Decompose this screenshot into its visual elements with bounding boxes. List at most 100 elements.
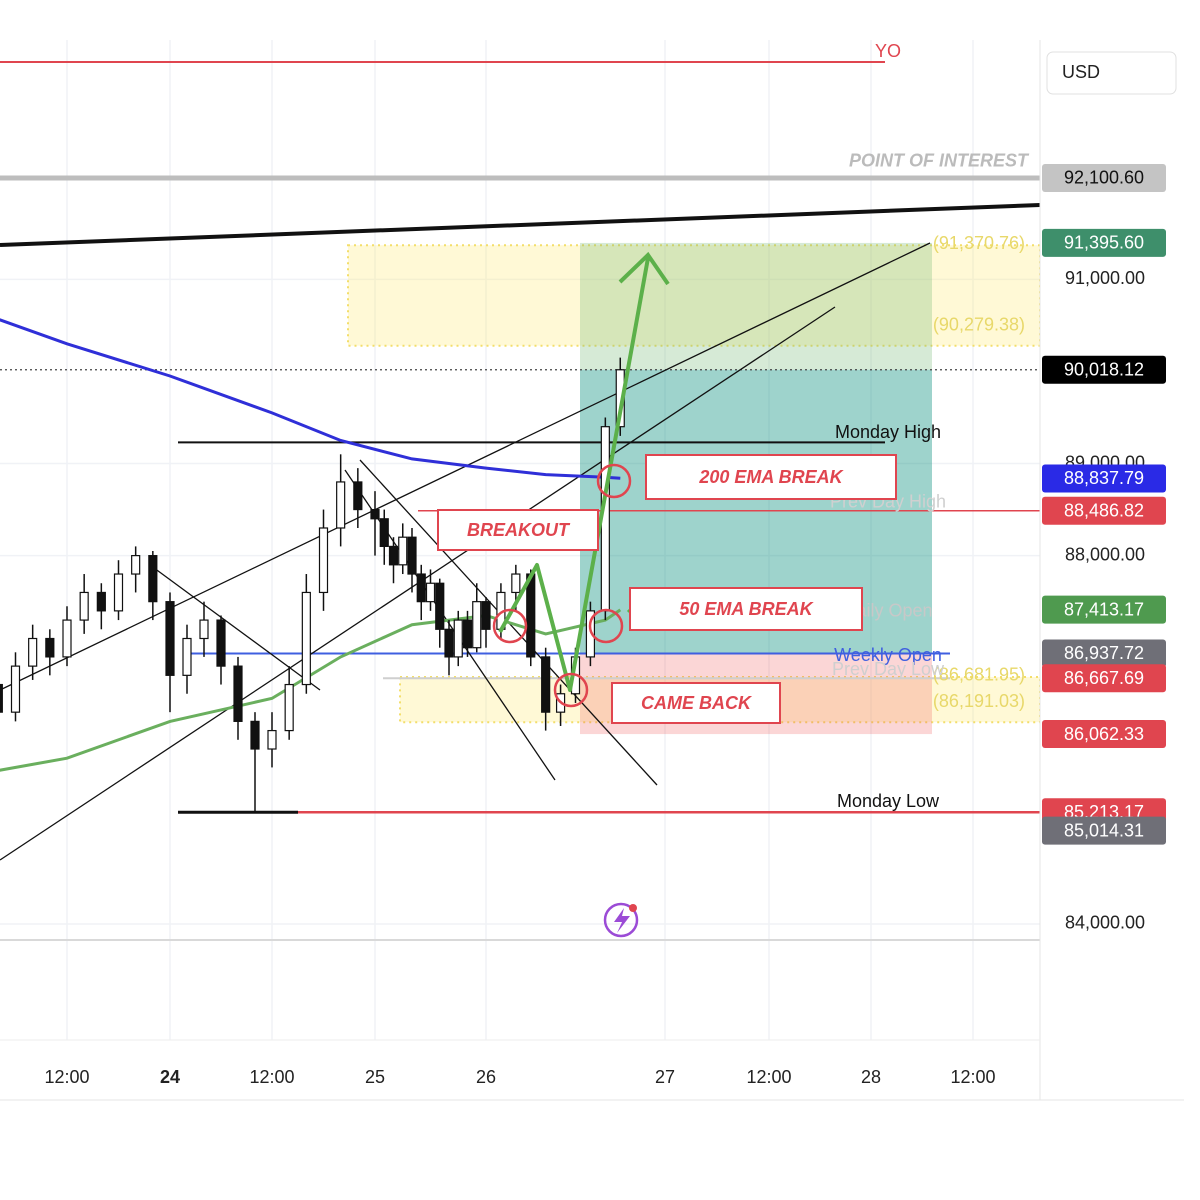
candle-body	[233, 665, 243, 722]
candle-body	[481, 601, 491, 630]
candle-body	[62, 619, 72, 658]
level-label: POINT OF INTEREST	[849, 151, 1030, 171]
candle-body	[453, 619, 463, 658]
level-label: Weekly Open	[834, 645, 942, 665]
level-label: Monday High	[835, 422, 941, 442]
x-tick-label: 27	[655, 1067, 675, 1087]
price-tag	[1042, 355, 1166, 384]
price-tag-label: 88,486.82	[1064, 501, 1144, 521]
trade-path	[498, 257, 650, 692]
candle-body	[407, 536, 417, 575]
x-tick-label: 28	[861, 1067, 881, 1087]
candle-body	[318, 527, 329, 594]
x-tick-label: 24	[160, 1067, 180, 1087]
candle-body	[113, 573, 124, 612]
candle-body	[79, 591, 89, 621]
candle-body	[388, 545, 399, 566]
candle-body	[216, 619, 226, 667]
x-tick-label: 26	[476, 1067, 496, 1087]
price-tag	[1042, 496, 1166, 525]
arrow-head	[618, 251, 670, 286]
callout-box	[611, 682, 781, 724]
callout-box	[437, 509, 599, 551]
candle-body	[267, 729, 277, 750]
highlight-circle	[492, 608, 528, 644]
candle-body	[165, 601, 175, 676]
candle-body	[435, 582, 445, 630]
trendline	[149, 564, 321, 691]
candle-body	[28, 637, 38, 667]
price-tag-label: 88,837.79	[1064, 468, 1144, 488]
price-tag	[1042, 595, 1166, 624]
currency-button[interactable]	[1046, 51, 1177, 95]
candle-body	[45, 637, 55, 658]
price-tag	[1042, 720, 1166, 749]
ema-line	[0, 608, 622, 772]
callout-text: BREAKOUT	[467, 520, 571, 540]
highlight-circle	[596, 463, 632, 499]
candle-body	[416, 573, 426, 603]
callout-text: 200 EMA BREAK	[698, 467, 844, 487]
price-tag	[1042, 464, 1166, 493]
candle-body	[199, 619, 209, 640]
candle-body	[301, 591, 311, 686]
zone-label: (86,681.95)	[933, 665, 1025, 685]
price-tag-label: 85,014.31	[1064, 820, 1144, 840]
x-tick-label: 12:00	[44, 1067, 89, 1087]
candle-body	[96, 591, 106, 612]
zone	[347, 244, 1040, 347]
price-tag	[1042, 228, 1166, 257]
y-tick-label: 88,000.00	[1065, 544, 1145, 564]
price-tag	[1042, 664, 1166, 693]
candle-body	[444, 628, 454, 658]
candle-body	[10, 665, 21, 713]
callout-box	[645, 454, 897, 500]
candle-body	[398, 536, 408, 566]
x-tick-label: 12:00	[249, 1067, 294, 1087]
price-tag-label: 90,018.12	[1064, 360, 1144, 380]
callout-text: CAME BACK	[641, 693, 753, 713]
trendline	[0, 203, 1040, 247]
level-label: Monday Low	[837, 791, 940, 811]
callout-text: 50 EMA BREAK	[679, 599, 814, 619]
candle-body	[0, 683, 3, 713]
x-tick-label: 12:00	[746, 1067, 791, 1087]
candle-body	[370, 508, 380, 520]
x-tick-label: 25	[365, 1067, 385, 1087]
candle-body	[131, 555, 141, 575]
highlight-circle	[588, 608, 624, 644]
candle-body	[511, 573, 521, 594]
level-label: Daily Open	[843, 600, 932, 620]
candle-body	[585, 610, 596, 658]
price-tag-label: 87,413.17	[1064, 599, 1144, 619]
candle-body	[541, 656, 551, 713]
price-tag-label: 91,395.60	[1064, 233, 1144, 253]
candle-body	[462, 619, 473, 649]
candle-body	[425, 582, 436, 603]
currency-label: USD	[1062, 62, 1100, 82]
price-tag	[1042, 639, 1166, 668]
overlay: (91,370.76) (90,279.38) (86,681.95) (86,191…	[437, 41, 1030, 811]
candle-body	[353, 481, 363, 511]
price-tag	[1042, 816, 1166, 845]
candle-body	[250, 720, 260, 750]
price-tag	[1042, 163, 1166, 192]
candle-body	[472, 601, 482, 649]
price-tag-label: 86,062.33	[1064, 724, 1144, 744]
zone-label: (86,191.03)	[933, 691, 1025, 711]
candle-body	[148, 555, 158, 603]
x-tick-label: 12:00	[950, 1067, 995, 1087]
ema-line	[0, 318, 621, 480]
y-tick-label: 91,000.00	[1065, 268, 1145, 288]
candle-body	[182, 637, 192, 676]
callout-box	[629, 587, 863, 631]
assistant-icon[interactable]	[603, 902, 639, 938]
candle-body	[526, 573, 536, 658]
zone-label: (91,370.76)	[933, 233, 1025, 253]
candle-body	[379, 518, 389, 548]
level-label: YO	[875, 41, 901, 61]
price-tag-label: 86,667.69	[1064, 668, 1144, 688]
